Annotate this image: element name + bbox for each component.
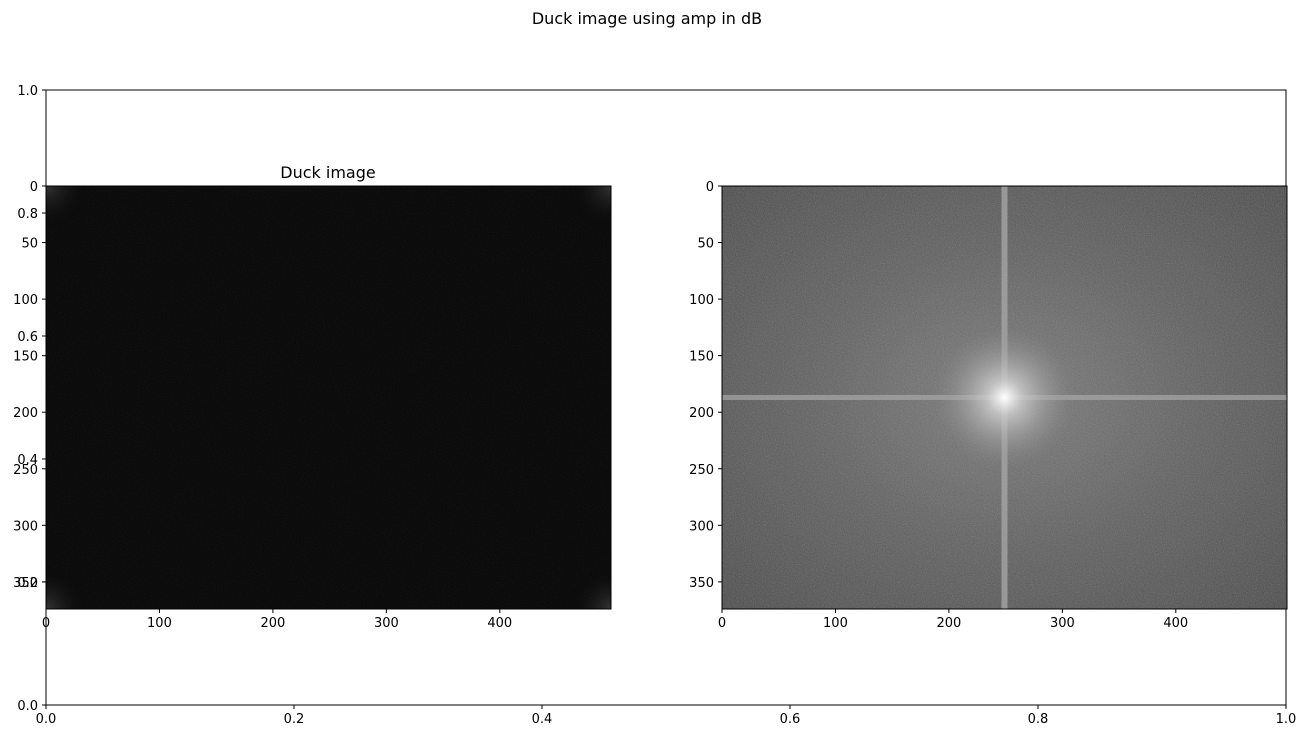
image-x-tick-label: 300: [374, 616, 399, 631]
background-x-tick-label: 0.6: [780, 712, 801, 727]
spectrum-center-glow: [935, 328, 1075, 468]
image-x-tick-label: 100: [147, 616, 172, 631]
spectrum-y-tick-label: 0: [706, 180, 714, 195]
spectrum-y-tick-label: 300: [689, 519, 714, 534]
spectrum-y-ticks: 0 50 100 150 200 250 300 350: [689, 180, 722, 591]
spectrum-x-tick-label: 200: [936, 616, 961, 631]
spectrum-x-tick-label: 300: [1050, 616, 1075, 631]
background-y-tick-label: 1.0: [17, 84, 38, 99]
image-x-tick-label: 0: [42, 616, 50, 631]
image-y-ticks: 0 50 100 150 200 250 300 350: [13, 180, 46, 591]
background-x-tick-label: 1.0: [1276, 712, 1297, 727]
spectrum-x-tick-label: 100: [823, 616, 848, 631]
suptitle: Duck image using amp in dB: [532, 9, 762, 28]
image-y-tick-label: 100: [13, 293, 38, 308]
spectrum-axes: 0 100 200 300 400 0 50 100 150 200 250 300 350: [689, 180, 1287, 631]
image-x-ticks: 0 100 200 300 400: [42, 609, 512, 631]
background-x-tick-label: 0.8: [1028, 712, 1049, 727]
spectrum-shading: [722, 186, 1287, 609]
image-y-tick-label: 150: [13, 350, 38, 365]
image-shading: [1, 141, 656, 654]
background-y-tick-label: 0.8: [17, 207, 38, 222]
spectrum-y-tick-label: 50: [697, 237, 714, 252]
image-y-tick-label: 250: [13, 463, 38, 478]
background-x-tick-label: 0.0: [36, 712, 57, 727]
spectrum-y-tick-label: 150: [689, 350, 714, 365]
image-x-tick-label: 200: [260, 616, 285, 631]
spectrum-y-tick-label: 250: [689, 463, 714, 478]
image-x-tick-label: 400: [487, 616, 512, 631]
image-y-tick-label: 300: [13, 519, 38, 534]
image-y-tick-label: 50: [21, 237, 38, 252]
background-x-tick-label: 0.4: [532, 712, 553, 727]
image-axes: Duck image 0 100 200 300 400 0 50 100 150 200 250…: [1, 141, 656, 654]
spectrum-x-ticks: 0 100 200 300 400: [718, 609, 1188, 631]
background-x-tick-label: 0.2: [284, 712, 305, 727]
spectrum-y-tick-label: 200: [689, 406, 714, 421]
background-y-tick-label: 0.0: [17, 699, 38, 714]
image-title: Duck image: [280, 163, 375, 182]
spectrum-x-tick-label: 400: [1163, 616, 1188, 631]
spectrum-x-tick-label: 0: [718, 616, 726, 631]
background-x-ticks: 0.0 0.2 0.4 0.6 0.8 1.0: [36, 705, 1297, 727]
background-y-tick-label: 0.6: [17, 330, 38, 345]
image-y-tick-label: 350: [13, 576, 38, 591]
spectrum-y-tick-label: 100: [689, 293, 714, 308]
image-y-tick-label: 200: [13, 406, 38, 421]
image-y-tick-label: 0: [30, 180, 38, 195]
spectrum-y-tick-label: 350: [689, 576, 714, 591]
